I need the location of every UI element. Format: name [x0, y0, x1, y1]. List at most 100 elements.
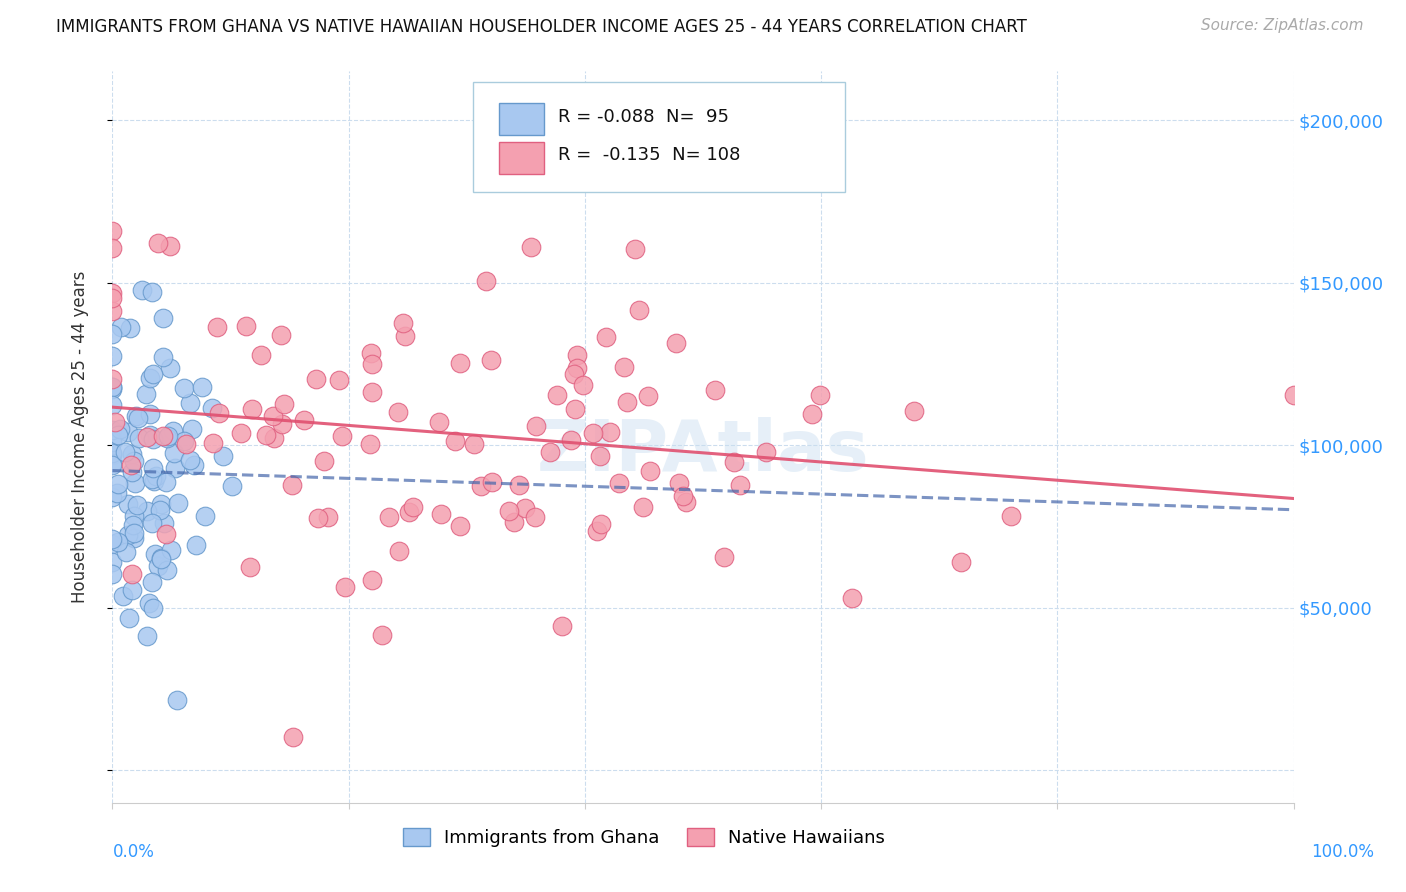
Point	[801, 407, 824, 421]
Point	[394, 329, 416, 343]
Point	[546, 388, 568, 402]
Point	[127, 411, 149, 425]
Point	[398, 505, 420, 519]
Point	[134, 387, 156, 401]
Point	[665, 336, 688, 351]
Point	[162, 425, 184, 439]
Text: R = -0.088  N=  95: R = -0.088 N= 95	[558, 108, 728, 126]
Point	[146, 559, 169, 574]
Point	[513, 501, 536, 516]
Text: IMMIGRANTS FROM GHANA VS NATIVE HAWAIIAN HOUSEHOLDER INCOME AGES 25 - 44 YEARS C: IMMIGRANTS FROM GHANA VS NATIVE HAWAIIAN…	[56, 18, 1028, 36]
Bar	[499, 103, 544, 135]
Point	[122, 454, 145, 468]
Point	[470, 479, 492, 493]
Point	[668, 475, 690, 490]
Point	[101, 537, 124, 551]
Point	[723, 455, 745, 469]
Point	[675, 495, 697, 509]
Point	[240, 402, 263, 417]
Point	[479, 353, 502, 368]
Point	[449, 519, 471, 533]
Point	[208, 406, 231, 420]
Point	[142, 461, 165, 475]
Point	[638, 464, 661, 478]
Point	[361, 357, 384, 371]
Point	[101, 286, 124, 301]
Point	[156, 431, 179, 445]
Point	[273, 397, 295, 411]
Point	[360, 574, 382, 588]
Point	[127, 498, 149, 512]
Point	[173, 434, 195, 448]
Point	[131, 283, 153, 297]
Point	[149, 502, 172, 516]
Point	[162, 445, 184, 459]
Point	[150, 552, 173, 566]
Point	[427, 415, 450, 429]
Point	[153, 516, 176, 530]
Point	[179, 453, 201, 467]
Point	[121, 446, 143, 460]
Point	[122, 518, 145, 533]
Point	[120, 458, 142, 472]
Point	[135, 629, 157, 643]
Point	[359, 436, 381, 450]
Point	[520, 240, 543, 254]
Point	[101, 291, 124, 305]
Point	[141, 285, 163, 299]
Point	[281, 730, 304, 744]
Point	[360, 346, 382, 360]
Point	[183, 458, 205, 472]
Point	[107, 476, 129, 491]
Point	[101, 326, 124, 341]
Point	[562, 367, 585, 381]
Point	[591, 516, 613, 531]
Point	[449, 355, 471, 369]
Point	[101, 456, 124, 470]
Point	[841, 591, 863, 605]
Point	[728, 478, 751, 492]
Point	[316, 510, 339, 524]
Point	[101, 379, 124, 393]
Point	[808, 387, 831, 401]
Point	[101, 567, 124, 582]
Point	[142, 367, 165, 381]
Point	[159, 239, 181, 253]
Point	[110, 320, 132, 334]
Point	[143, 547, 166, 561]
Point	[498, 504, 520, 518]
Point	[135, 430, 157, 444]
Point	[179, 395, 201, 409]
Point	[463, 437, 485, 451]
Legend: Immigrants from Ghana, Native Hawaiians: Immigrants from Ghana, Native Hawaiians	[394, 819, 894, 856]
Point	[117, 528, 139, 542]
Point	[671, 489, 693, 503]
Point	[292, 412, 315, 426]
Point	[111, 589, 134, 603]
Point	[159, 360, 181, 375]
Point	[117, 497, 139, 511]
Point	[184, 538, 207, 552]
Point	[402, 500, 425, 515]
Point	[101, 555, 124, 569]
Point	[212, 449, 235, 463]
Point	[115, 544, 138, 558]
Point	[152, 310, 174, 325]
Point	[139, 407, 162, 421]
Point	[508, 478, 530, 492]
Point	[328, 373, 350, 387]
Point	[616, 394, 638, 409]
Point	[221, 478, 243, 492]
Point	[430, 507, 453, 521]
Point	[152, 429, 174, 443]
Point	[167, 496, 190, 510]
Point	[120, 321, 142, 335]
Point	[194, 509, 217, 524]
Point	[262, 409, 284, 424]
Point	[141, 516, 163, 531]
Point	[391, 316, 413, 330]
Point	[121, 566, 143, 581]
Text: R =  -0.135  N= 108: R = -0.135 N= 108	[558, 146, 740, 164]
Point	[152, 351, 174, 365]
Point	[585, 524, 607, 539]
